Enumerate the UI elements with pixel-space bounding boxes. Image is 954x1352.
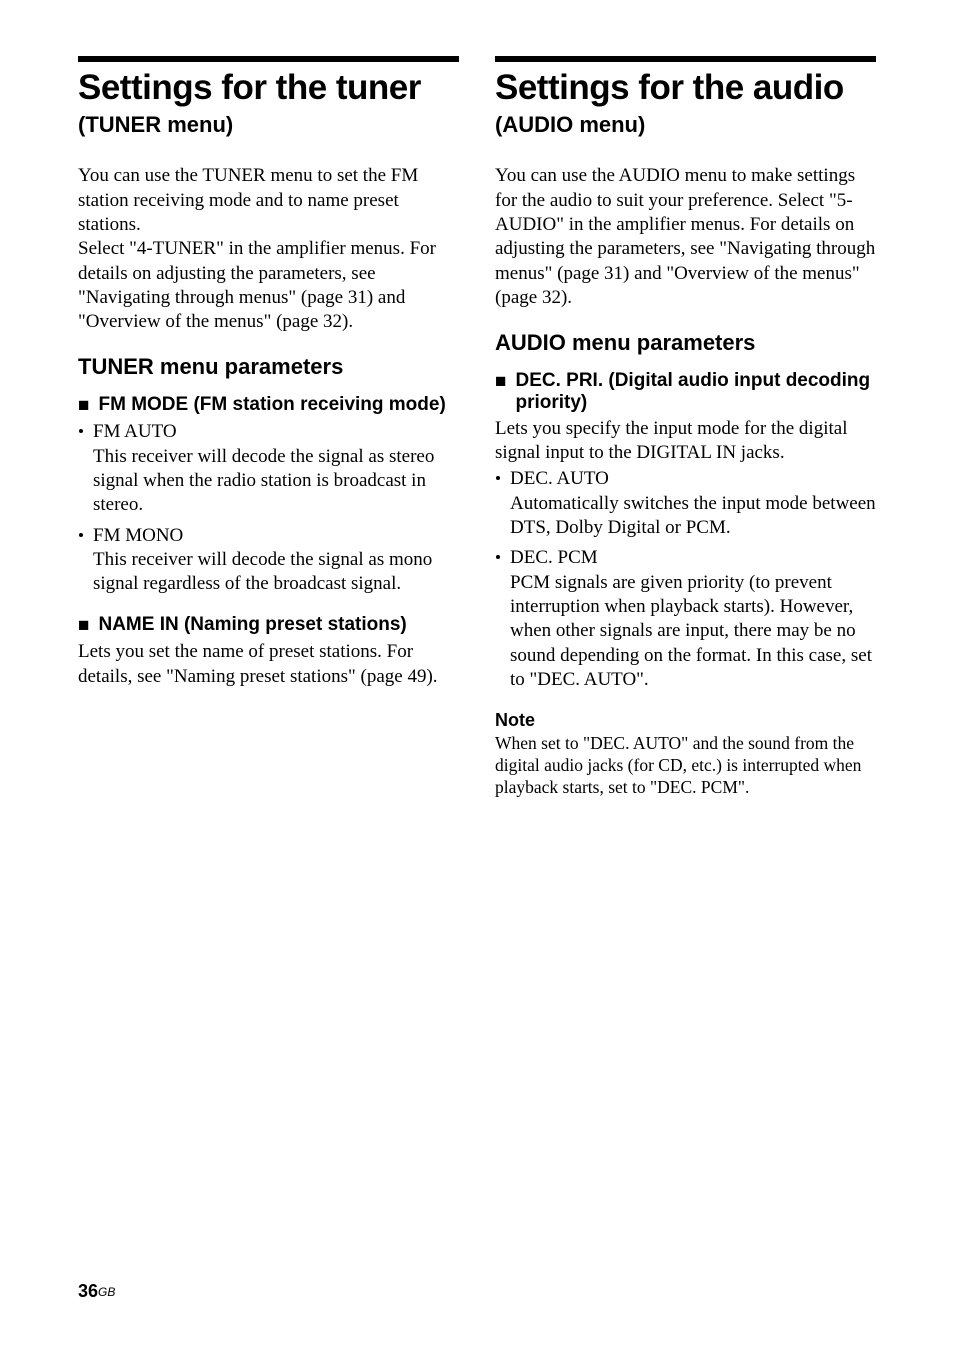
page-footer: 36GB xyxy=(78,1281,115,1302)
section-divider-bar xyxy=(495,56,876,62)
parameter-body: Lets you set the name of preset stations… xyxy=(78,640,459,689)
parameter-heading: ■ NAME IN (Naming preset stations) xyxy=(78,614,459,637)
list-item: FM MONO This receiver will decode the si… xyxy=(78,524,459,597)
note-body: When set to "DEC. AUTO" and the sound fr… xyxy=(495,733,876,799)
parameter-body: Lets you specify the input mode for the … xyxy=(495,417,876,466)
option-name: FM AUTO xyxy=(93,420,177,444)
note-heading: Note xyxy=(495,710,876,731)
parameter-option-list: DEC. AUTO Automatically switches the inp… xyxy=(495,467,876,692)
parameters-heading: TUNER menu parameters xyxy=(78,354,459,380)
list-item: DEC. AUTO Automatically switches the inp… xyxy=(495,467,876,540)
intro-paragraph: You can use the TUNER menu to set the FM… xyxy=(78,164,459,334)
option-description: PCM signals are given priority (to preve… xyxy=(510,571,876,693)
bullet-icon xyxy=(79,533,83,537)
square-bullet-icon: ■ xyxy=(495,371,506,393)
square-bullet-icon: ■ xyxy=(78,395,89,417)
parameter-option-list: FM AUTO This receiver will decode the si… xyxy=(78,420,459,596)
parameter-title: NAME IN (Naming preset stations) xyxy=(98,614,406,636)
list-item: DEC. PCM PCM signals are given priority … xyxy=(495,546,876,692)
section-title: Settings for the audio xyxy=(495,68,876,108)
bullet-icon xyxy=(79,429,83,433)
two-column-layout: Settings for the tuner (TUNER menu) You … xyxy=(78,56,876,799)
parameter-heading: ■ FM MODE (FM station receiving mode) xyxy=(78,394,459,417)
section-divider-bar xyxy=(78,56,459,62)
region-code: GB xyxy=(98,1285,115,1299)
option-description: This receiver will decode the signal as … xyxy=(93,445,459,518)
section-subtitle: (AUDIO menu) xyxy=(495,112,876,138)
section-subtitle: (TUNER menu) xyxy=(78,112,459,138)
list-item: FM AUTO This receiver will decode the si… xyxy=(78,420,459,517)
bullet-icon xyxy=(496,555,500,559)
page-number: 36 xyxy=(78,1281,98,1301)
bullet-icon xyxy=(496,476,500,480)
parameters-heading: AUDIO menu parameters xyxy=(495,330,876,356)
left-column: Settings for the tuner (TUNER menu) You … xyxy=(78,56,459,799)
parameter-heading: ■ DEC. PRI. (Digital audio input decodin… xyxy=(495,370,876,414)
option-name: FM MONO xyxy=(93,524,183,548)
parameter-title: FM MODE (FM station receiving mode) xyxy=(98,394,445,416)
section-title: Settings for the tuner xyxy=(78,68,459,108)
option-name: DEC. AUTO xyxy=(510,467,609,491)
intro-paragraph: You can use the AUDIO menu to make setti… xyxy=(495,164,876,310)
square-bullet-icon: ■ xyxy=(78,615,89,637)
option-name: DEC. PCM xyxy=(510,546,598,570)
option-description: Automatically switches the input mode be… xyxy=(510,492,876,541)
option-description: This receiver will decode the signal as … xyxy=(93,548,459,597)
right-column: Settings for the audio (AUDIO menu) You … xyxy=(495,56,876,799)
parameter-title: DEC. PRI. (Digital audio input decoding … xyxy=(515,370,876,414)
